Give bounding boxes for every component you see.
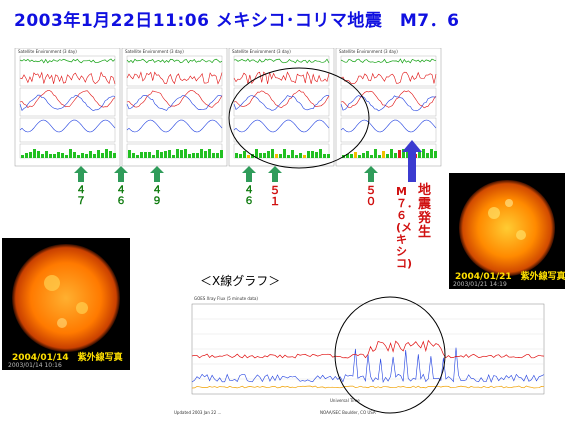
xray-flux-chart: GOES Xray Flux (5 minute data) Universal … bbox=[170, 290, 562, 420]
green-arrow-icon bbox=[114, 166, 128, 182]
green-arrow-icon bbox=[150, 166, 164, 182]
page-title: 2003年1月22日11:06 メキシコ･コリマ地震 M7．6 bbox=[14, 11, 460, 31]
green-arrow-icon bbox=[268, 166, 282, 182]
xray-footer-mid: NOAA/SEC Boulder, CO USA bbox=[320, 410, 376, 415]
sun-image-left: 2004/01/14 紫外線写真 2003/01/14 10:16 bbox=[2, 238, 130, 370]
highlight-circle-bottom bbox=[334, 296, 446, 414]
label-top: ４ bbox=[244, 185, 254, 196]
magnetometer-panel: Satellite Environment (3 day) bbox=[14, 48, 121, 167]
magnetometer-panel: Satellite Environment (3 day) bbox=[121, 48, 228, 167]
label-bottom: ６ bbox=[244, 196, 254, 207]
sun-left-caption: 2004/01/14 紫外線写真 bbox=[12, 353, 123, 363]
panel-header: Satellite Environment (3 day) bbox=[232, 49, 291, 54]
sun-left-stamp: 2003/01/14 10:16 bbox=[8, 362, 62, 369]
panel-header: Satellite Environment (3 day) bbox=[339, 49, 398, 54]
label-top: ４ bbox=[76, 185, 86, 196]
panel-header: Satellite Environment (3 day) bbox=[18, 49, 77, 54]
label-bottom: ７ bbox=[76, 196, 86, 207]
xray-section-title: ＜X線グラフ＞ bbox=[200, 274, 281, 288]
label-bottom: １ bbox=[269, 195, 281, 208]
green-arrow-icon bbox=[242, 166, 256, 182]
xray-axis-label: Universal Time bbox=[330, 398, 360, 403]
sun-right-caption: 2004/01/21 紫外線写真 bbox=[455, 272, 565, 282]
label-top: ４ bbox=[116, 185, 126, 196]
magnetometer-chart-strip: Satellite Environment (3 day) Satellite E… bbox=[14, 48, 442, 167]
sun-image-right: 2004/01/21 紫外線写真 2003/01/21 14:19 bbox=[449, 173, 565, 289]
quake-label: 地震発生 bbox=[418, 183, 432, 240]
label-top: ５ bbox=[269, 184, 281, 197]
xray-footer-left: Updated 2003 Jan 22 ... bbox=[174, 410, 221, 415]
magnetometer-panel: Satellite Environment (3 day) bbox=[335, 48, 442, 167]
label-bottom: ６ bbox=[116, 196, 126, 207]
label-bottom: ９ bbox=[152, 196, 162, 207]
green-arrow-icon bbox=[364, 166, 378, 182]
label-top: ４ bbox=[152, 185, 162, 196]
magnetometer-panel: Satellite Environment (3 day) bbox=[228, 48, 335, 167]
green-arrow-icon bbox=[74, 166, 88, 182]
quake-magnitude-label: M７．６(メキシコ) bbox=[396, 185, 418, 270]
xray-panel-header: GOES Xray Flux (5 minute data) bbox=[194, 296, 258, 301]
sun-right-stamp: 2003/01/21 14:19 bbox=[453, 281, 507, 288]
quake-arrow-icon bbox=[402, 140, 422, 182]
label-bottom: ０ bbox=[365, 195, 377, 208]
label-top: ５ bbox=[365, 184, 377, 197]
panel-header: Satellite Environment (3 day) bbox=[125, 49, 184, 54]
highlight-circle-top bbox=[228, 67, 370, 169]
